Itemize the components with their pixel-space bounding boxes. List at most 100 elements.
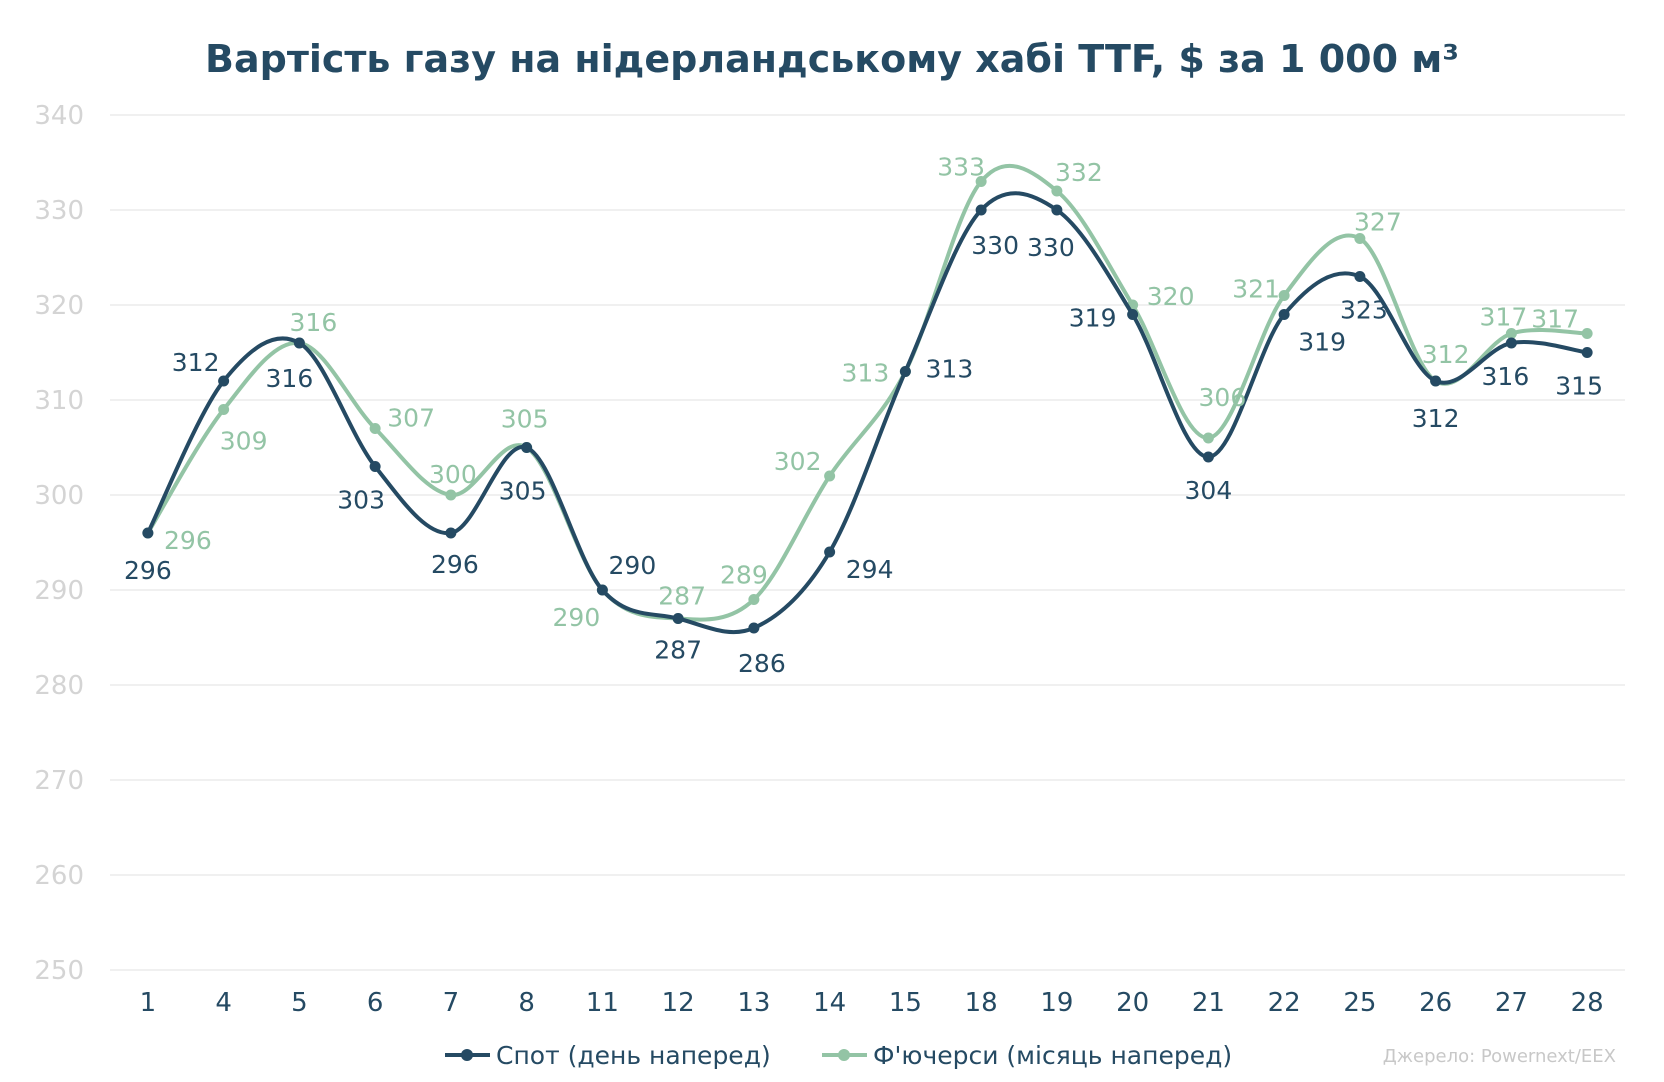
y-tick-label: 260 [34, 861, 84, 891]
legend-item-spot[interactable]: Спот (день наперед) [445, 1041, 771, 1070]
x-tick-label: 27 [1495, 988, 1528, 1018]
legend-marker-spot [461, 1049, 473, 1061]
data-label-futures-12: 287 [658, 582, 706, 611]
point-spot-5[interactable] [293, 337, 305, 349]
y-tick-label: 310 [34, 386, 84, 416]
x-tick-label: 20 [1116, 988, 1149, 1018]
point-futures-18[interactable] [975, 176, 987, 187]
point-spot-21[interactable] [1202, 451, 1214, 463]
data-label-spot-20: 319 [1069, 304, 1117, 333]
point-spot-13[interactable] [748, 622, 760, 634]
data-label-spot-7: 296 [431, 550, 479, 579]
point-futures-13[interactable] [748, 594, 760, 605]
point-spot-18[interactable] [975, 204, 987, 216]
y-tick-label: 340 [34, 101, 84, 131]
legend-marker-futures [838, 1049, 850, 1061]
data-label-futures-27: 317 [1480, 303, 1528, 332]
data-label-spot-6: 303 [337, 486, 385, 515]
series-spot [142, 191, 1593, 635]
y-tick-label: 250 [34, 956, 84, 986]
point-futures-28[interactable] [1581, 328, 1593, 339]
data-label-spot-4: 312 [172, 348, 220, 377]
data-label-futures-14: 302 [774, 447, 822, 476]
data-label-spot-12: 287 [654, 636, 702, 665]
x-tick-label: 11 [586, 988, 619, 1018]
legend-item-futures[interactable]: Ф'ючерси (місяць наперед) [822, 1041, 1232, 1070]
x-tick-label: 18 [965, 988, 998, 1018]
point-spot-26[interactable] [1430, 375, 1442, 387]
data-label-futures-22: 321 [1232, 275, 1280, 304]
legend-label-spot: Спот (день наперед) [496, 1041, 771, 1070]
data-label-spot-14: 294 [846, 555, 894, 584]
point-spot-19[interactable] [1051, 204, 1063, 216]
source-note: Джерело: Powernext/EEX [1383, 1046, 1616, 1067]
data-label-spot-18: 330 [971, 231, 1019, 260]
y-tick-label: 300 [34, 481, 84, 511]
y-tick-label: 320 [34, 291, 84, 321]
point-futures-25[interactable] [1354, 233, 1366, 244]
point-futures-7[interactable] [445, 489, 457, 501]
point-spot-22[interactable] [1278, 309, 1290, 320]
data-label-spot-11: 290 [609, 551, 657, 580]
data-label-futures-6: 307 [387, 404, 435, 433]
point-futures-19[interactable] [1051, 185, 1063, 197]
point-futures-27[interactable] [1505, 328, 1517, 339]
point-spot-28[interactable] [1581, 347, 1593, 358]
data-label-futures-11: 290 [553, 603, 601, 632]
y-axis-ticks: 250 260 270 280 290 300 310 320 330 340 [34, 101, 84, 986]
x-tick-label: 15 [889, 988, 922, 1018]
data-label-spot-5: 316 [266, 364, 314, 393]
data-label-futures-21: 306 [1199, 383, 1247, 412]
point-spot-27[interactable] [1505, 337, 1517, 349]
data-label-futures-13: 289 [720, 561, 768, 590]
series-layer [142, 163, 1593, 635]
data-label-spot-8: 305 [499, 477, 547, 506]
point-futures-14[interactable] [824, 470, 836, 482]
y-tick-label: 330 [34, 196, 84, 226]
point-spot-11[interactable] [596, 584, 608, 596]
point-spot-1[interactable] [142, 527, 154, 539]
data-label-futures-26: 312 [1422, 340, 1470, 369]
data-label-spot-22: 319 [1298, 328, 1346, 357]
data-label-spot-15: 313 [926, 355, 974, 384]
point-spot-4[interactable] [218, 375, 230, 387]
y-tick-label: 280 [34, 671, 84, 701]
point-futures-4[interactable] [218, 404, 230, 415]
data-label-futures-5: 316 [290, 308, 338, 337]
data-label-futures-19: 332 [1055, 158, 1103, 187]
data-label-futures-4: 309 [220, 427, 268, 456]
data-label-futures-20: 320 [1147, 282, 1195, 311]
chart-title: Вартість газу на нідерландському хабі TT… [205, 37, 1459, 81]
point-spot-7[interactable] [445, 527, 457, 539]
x-tick-label: 1 [140, 988, 157, 1018]
data-label-spot-28: 315 [1555, 372, 1603, 401]
x-tick-label: 13 [737, 988, 770, 1018]
data-label-futures-15: 313 [842, 359, 890, 388]
legend-label-futures: Ф'ючерси (місяць наперед) [873, 1041, 1232, 1070]
data-label-futures-7: 300 [429, 460, 477, 489]
y-tick-label: 290 [34, 576, 84, 606]
grid-layer [110, 114, 1625, 971]
point-spot-20[interactable] [1127, 309, 1139, 320]
x-tick-label: 6 [367, 988, 384, 1018]
x-tick-label: 19 [1040, 988, 1073, 1018]
data-label-spot-21: 304 [1185, 476, 1233, 505]
data-label-spot-19: 330 [1027, 233, 1075, 262]
point-futures-22[interactable] [1278, 290, 1290, 301]
point-spot-15[interactable] [899, 366, 911, 377]
point-spot-6[interactable] [369, 461, 381, 472]
x-tick-label: 7 [443, 988, 460, 1018]
point-spot-8[interactable] [521, 442, 533, 453]
point-spot-12[interactable] [672, 613, 684, 624]
data-label-spot-1: 296 [124, 556, 172, 585]
x-tick-label: 5 [291, 988, 308, 1018]
point-futures-6[interactable] [369, 423, 381, 434]
point-futures-21[interactable] [1202, 432, 1214, 444]
point-spot-14[interactable] [824, 546, 836, 558]
x-tick-label: 4 [215, 988, 232, 1018]
point-spot-25[interactable] [1354, 271, 1366, 282]
x-tick-label: 14 [813, 988, 846, 1018]
